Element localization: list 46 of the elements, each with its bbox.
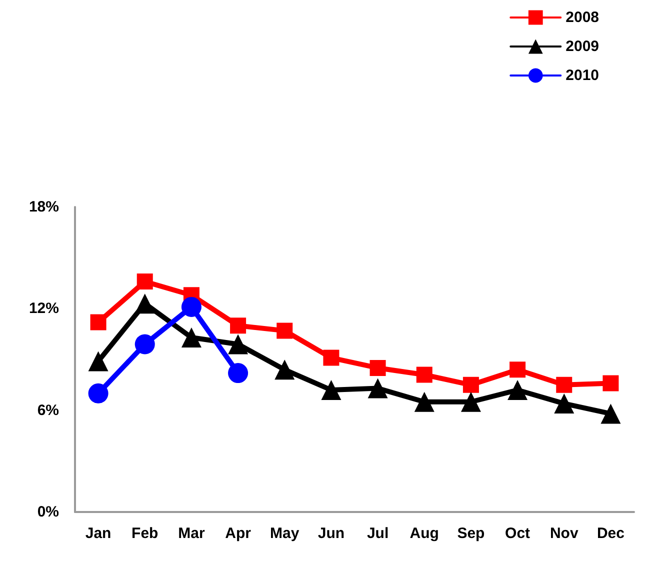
point <box>508 380 528 400</box>
point <box>460 392 481 412</box>
x-tick-label: May <box>270 525 300 542</box>
point <box>510 362 526 378</box>
y-tick-label: 18% <box>28 198 59 216</box>
x-tick-label: Dec <box>596 525 624 542</box>
point <box>321 380 342 400</box>
point <box>556 376 572 393</box>
point <box>274 360 295 380</box>
y-tick-label: 0% <box>37 504 59 520</box>
point <box>370 360 386 376</box>
x-tick-label: Apr <box>225 525 252 542</box>
point <box>602 375 619 392</box>
point <box>414 392 434 412</box>
x-tick-label: Oct <box>505 525 530 542</box>
point <box>134 294 155 314</box>
x-tick-label: Jul <box>366 525 389 542</box>
point <box>181 327 202 348</box>
point <box>88 351 108 372</box>
x-tick-label: Feb <box>132 525 158 542</box>
x-tick-label: Nov <box>550 525 579 542</box>
x-tick-label: Aug <box>410 525 439 542</box>
legend-label: 2009 <box>566 38 600 55</box>
point <box>136 274 153 290</box>
point <box>88 383 108 404</box>
point <box>90 314 106 330</box>
legend-label: 2008 <box>566 9 600 26</box>
point <box>323 350 340 366</box>
x-tick-label: Sep <box>457 525 485 542</box>
y-tick-label: 6% <box>37 402 59 419</box>
point <box>134 334 155 354</box>
x-tick-label: Jan <box>85 525 112 542</box>
point <box>416 366 432 383</box>
point <box>230 318 246 334</box>
point <box>462 376 479 393</box>
x-tick-label: Mar <box>178 525 205 542</box>
y-tick-label: 12% <box>28 300 59 318</box>
point <box>181 296 202 317</box>
point <box>554 394 574 414</box>
point <box>228 334 248 354</box>
x-tick-label: Jun <box>318 525 345 542</box>
point <box>228 363 248 384</box>
point <box>368 378 388 398</box>
legend-label: 2010 <box>566 67 600 84</box>
point <box>276 322 293 339</box>
point <box>600 404 621 424</box>
